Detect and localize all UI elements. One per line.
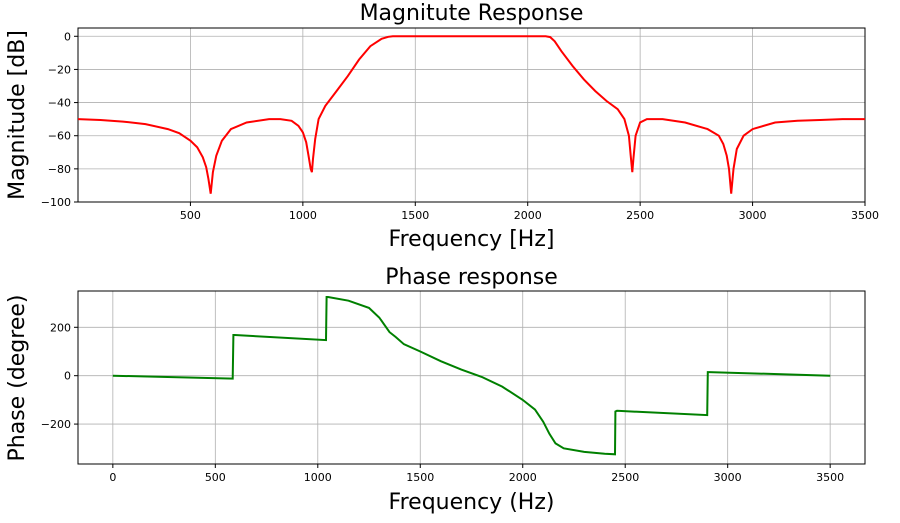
phase-x-tick-label: 3500 — [816, 471, 844, 484]
phase-x-tick-label: 2000 — [509, 471, 537, 484]
magnitude-x-tick-label: 2000 — [514, 209, 542, 222]
magnitude-x-tick-label: 3500 — [851, 209, 879, 222]
phase-x-tick-label: 2500 — [611, 471, 639, 484]
phase-y-tick-label: −200 — [41, 418, 71, 431]
magnitude-y-axis-label: Magnitude [dB] — [5, 30, 30, 200]
phase-y-ticks: 200 0 −200 — [41, 321, 78, 431]
magnitude-y-tick-label: −40 — [48, 97, 71, 110]
magnitude-y-tick-label: −80 — [48, 163, 71, 176]
phase-x-tick-label: 1500 — [406, 471, 434, 484]
phase-x-tick-label: 0 — [109, 471, 116, 484]
phase-y-tick-label: 0 — [64, 370, 71, 383]
magnitude-title: Magnitute Response — [360, 1, 584, 26]
phase-title: Phase response — [385, 265, 558, 290]
magnitude-y-ticks: 0 −20 −40 −60 −80 −100 — [41, 30, 78, 209]
magnitude-series-line — [78, 35, 865, 194]
magnitude-x-tick-label: 500 — [180, 209, 201, 222]
magnitude-y-tick-label: −60 — [48, 130, 71, 143]
phase-plot-frame — [77, 290, 866, 465]
magnitude-x-tick-label: 3000 — [739, 209, 767, 222]
magnitude-x-tick-label: 1000 — [289, 209, 317, 222]
magnitude-plot-frame — [77, 27, 866, 203]
magnitude-x-tick-label: 1500 — [401, 209, 429, 222]
magnitude-y-tick-label: −100 — [41, 196, 71, 209]
phase-x-ticks: 0 500 1000 1500 2000 2500 3000 3500 — [109, 464, 844, 484]
magnitude-grid — [78, 28, 866, 203]
magnitude-x-tick-label: 2500 — [626, 209, 654, 222]
phase-grid — [78, 291, 865, 464]
phase-x-tick-label: 500 — [205, 471, 226, 484]
phase-series-line — [112, 296, 831, 456]
phase-y-axis-label: Phase (degree) — [5, 295, 30, 462]
phase-x-axis-label: Frequency (Hz) — [389, 490, 555, 515]
magnitude-y-tick-label: 0 — [64, 30, 71, 43]
magnitude-x-axis-label: Frequency [Hz] — [389, 227, 555, 252]
phase-x-tick-label: 3000 — [714, 471, 742, 484]
phase-y-tick-label: 200 — [50, 321, 71, 334]
magnitude-chart: 500 1000 1500 2000 2500 3000 3500 0 −20 −40 −60 −8… — [5, 1, 879, 252]
magnitude-y-tick-label: −20 — [48, 63, 71, 76]
phase-x-tick-label: 1000 — [304, 471, 332, 484]
magnitude-x-ticks: 500 1000 1500 2000 2500 3000 3500 — [180, 202, 879, 222]
phase-chart: 0 500 1000 1500 2000 2500 3000 3500 2000−200 Ph… — [5, 265, 866, 515]
